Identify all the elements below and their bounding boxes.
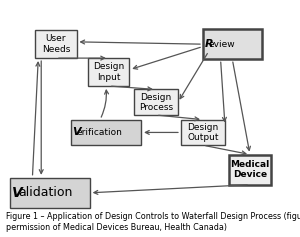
Text: Design
Process: Design Process	[139, 92, 173, 112]
Text: Design
Input: Design Input	[93, 62, 124, 82]
Bar	[181, 120, 225, 145]
Text: R: R	[205, 39, 213, 49]
Text: V: V	[12, 186, 23, 200]
Text: V: V	[72, 128, 81, 137]
Text: User
Needs: User Needs	[42, 34, 70, 54]
Text: alidation: alidation	[19, 186, 73, 199]
Text: Design
Output: Design Output	[187, 123, 219, 142]
Bar	[203, 29, 262, 59]
Text: erification: erification	[76, 128, 122, 137]
Bar	[134, 90, 178, 115]
Bar	[10, 178, 90, 208]
Text: Figure 1 – Application of Design Controls to Waterfall Design Process (figure us: Figure 1 – Application of Design Control…	[6, 212, 300, 232]
Bar	[70, 120, 141, 145]
Text: Medical
Device: Medical Device	[230, 160, 270, 179]
Bar	[35, 30, 76, 58]
Bar	[230, 155, 271, 185]
Bar	[88, 58, 129, 86]
Text: eview: eview	[209, 40, 236, 49]
